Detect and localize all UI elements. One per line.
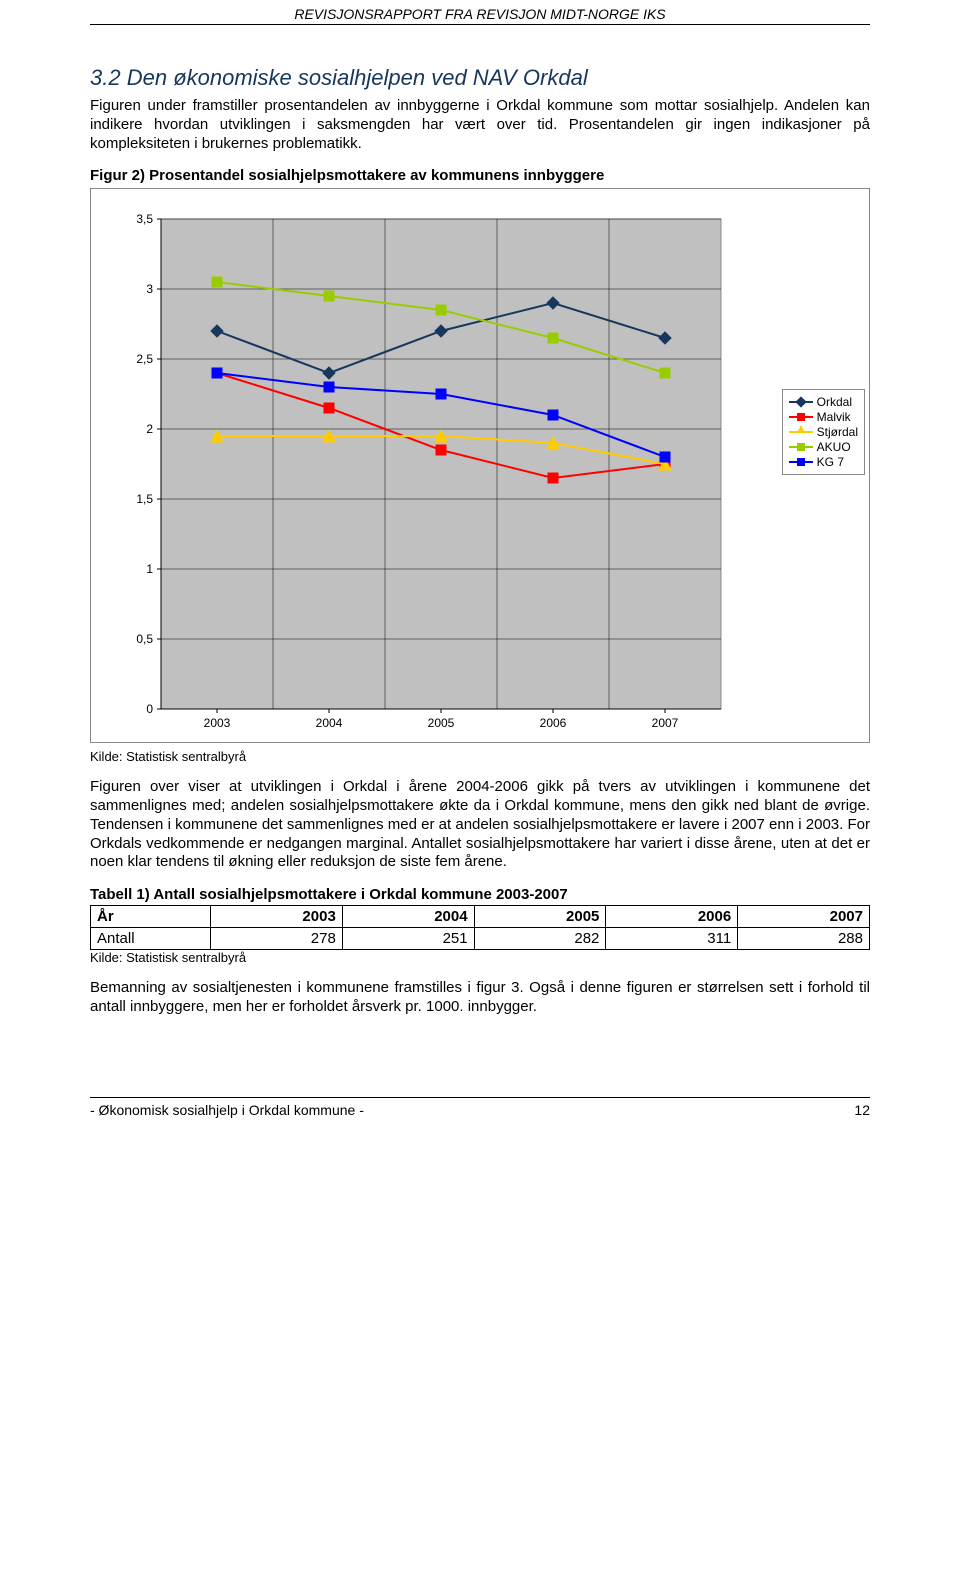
legend-label: KG 7 (817, 455, 844, 469)
table-cell: 288 (738, 928, 870, 950)
chart-legend: OrkdalMalvikStjørdalAKUOKG 7 (782, 389, 865, 475)
legend-label: Stjørdal (817, 425, 858, 439)
figure2-caption: Figur 2) Prosentandel sosialhjelpsmottak… (90, 167, 870, 184)
table1-caption: Tabell 1) Antall sosialhjelpsmottakere i… (90, 886, 870, 903)
post-figure-paragraph: Figuren over viser at utviklingen i Orkd… (90, 778, 870, 872)
legend-label: AKUO (817, 440, 851, 454)
table-header-cell: 2003 (211, 906, 343, 928)
table-cell: 282 (474, 928, 606, 950)
svg-text:2003: 2003 (204, 716, 231, 729)
legend-item: AKUO (789, 440, 858, 454)
footer-page-number: 12 (854, 1102, 870, 1118)
legend-label: Orkdal (817, 395, 852, 409)
svg-text:3: 3 (146, 282, 153, 296)
figure2-chart: 0 0,5 1 1,5 2 2,5 3 3,5 2003 2004 2005 2006 2007 Ork… (90, 188, 870, 743)
svg-text:2006: 2006 (540, 716, 567, 729)
svg-text:2,5: 2,5 (136, 352, 153, 366)
section-heading: 3.2 Den økonomiske sosialhjelpen ved NAV… (90, 65, 870, 91)
svg-text:3,5: 3,5 (136, 212, 153, 226)
table1-source: Kilde: Statistisk sentralbyrå (90, 950, 870, 965)
table-header-cell: 2007 (738, 906, 870, 928)
legend-label: Malvik (817, 410, 851, 424)
svg-text:0: 0 (146, 702, 153, 716)
page-footer: - Økonomisk sosialhjelp i Orkdal kommune… (90, 1097, 870, 1118)
page-header: REVISJONSRAPPORT FRA REVISJON MIDT-NORGE… (90, 0, 870, 25)
legend-item: Malvik (789, 410, 858, 424)
svg-text:1,5: 1,5 (136, 492, 153, 506)
table-header-cell: 2004 (342, 906, 474, 928)
table-header-cell: 2006 (606, 906, 738, 928)
footer-left: - Økonomisk sosialhjelp i Orkdal kommune… (90, 1102, 364, 1118)
svg-text:2005: 2005 (428, 716, 455, 729)
legend-item: KG 7 (789, 455, 858, 469)
table-cell: 278 (211, 928, 343, 950)
intro-paragraph: Figuren under framstiller prosentandelen… (90, 97, 870, 153)
table-cell: Antall (91, 928, 211, 950)
figure2-source: Kilde: Statistisk sentralbyrå (90, 749, 870, 764)
table-cell: 251 (342, 928, 474, 950)
table-header-cell: 2005 (474, 906, 606, 928)
section-title-text: Den økonomiske sosialhjelpen ved NAV Ork… (127, 65, 588, 90)
svg-text:0,5: 0,5 (136, 632, 153, 646)
table-row: Antall278251282311288 (91, 928, 870, 950)
table-header-cell: År (91, 906, 211, 928)
svg-text:2007: 2007 (652, 716, 679, 729)
table1: År20032004200520062007 Antall27825128231… (90, 905, 870, 950)
post-table-paragraph: Bemanning av sosialtjenesten i kommunene… (90, 979, 870, 1017)
svg-text:1: 1 (146, 562, 153, 576)
legend-item: Stjørdal (789, 425, 858, 439)
svg-text:2004: 2004 (316, 716, 343, 729)
svg-text:2: 2 (146, 422, 153, 436)
legend-item: Orkdal (789, 395, 858, 409)
table-cell: 311 (606, 928, 738, 950)
line-chart-svg: 0 0,5 1 1,5 2 2,5 3 3,5 2003 2004 2005 2006 2007 (101, 209, 841, 729)
section-number: 3.2 (90, 65, 121, 90)
